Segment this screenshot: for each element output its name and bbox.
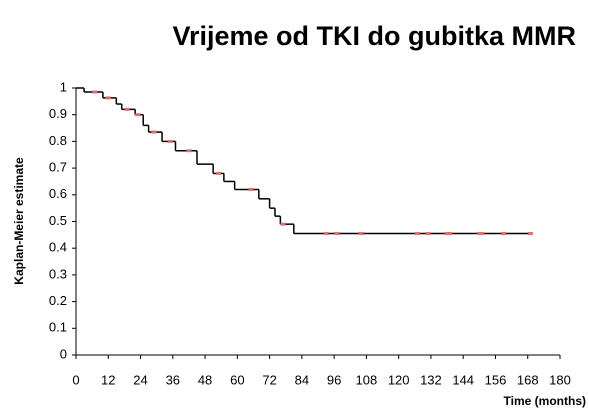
censor-mark (501, 232, 507, 236)
censor-mark (216, 171, 222, 175)
chart-title: Vrijeme od TKI do gubitka MMR (172, 21, 576, 51)
y-axis-label: Kaplan-Meier estimate (12, 157, 26, 285)
censor-mark (124, 107, 130, 111)
x-tick-label: 132 (420, 372, 442, 387)
censor-mark (248, 187, 254, 191)
y-tick-label: 0.2 (49, 293, 67, 308)
censor-mark (167, 139, 173, 143)
x-tick-label: 120 (388, 372, 410, 387)
y-tick-label: 0.7 (49, 160, 67, 175)
x-tick-label: 96 (327, 372, 341, 387)
x-tick-label: 144 (452, 372, 474, 387)
x-tick-label: 168 (517, 372, 539, 387)
y-tick-label: 0.6 (49, 186, 67, 201)
x-tick-label: 36 (166, 372, 180, 387)
x-tick-label: 108 (356, 372, 378, 387)
y-tick-label: 0.5 (49, 213, 67, 228)
y-tick-label: 0.4 (49, 240, 67, 255)
y-tick-label: 0.1 (49, 320, 67, 335)
censor-mark (527, 232, 533, 236)
censor-mark (186, 149, 192, 153)
censor-mark (414, 232, 420, 236)
x-tick-label: 156 (485, 372, 507, 387)
censor-mark (280, 222, 286, 226)
censor-mark (135, 113, 141, 117)
x-tick-label: 24 (133, 372, 147, 387)
x-axis-label: Time (months) (504, 394, 586, 408)
censor-mark (105, 96, 111, 100)
x-tick-label: 48 (198, 372, 212, 387)
x-tick-label: 60 (230, 372, 244, 387)
censor-mark (151, 130, 157, 134)
censor-mark (447, 232, 453, 236)
x-tick-label: 72 (262, 372, 276, 387)
x-tick-label: 84 (295, 372, 309, 387)
censor-mark (92, 90, 98, 94)
x-tick-label: 12 (101, 372, 115, 387)
censor-mark (444, 232, 450, 236)
censor-mark (425, 232, 431, 236)
y-tick-label: 0.9 (49, 106, 67, 121)
x-tick-label: 0 (72, 372, 79, 387)
censor-mark (323, 232, 329, 236)
y-tick-label: 0.3 (49, 266, 67, 281)
y-tick-label: 0.8 (49, 133, 67, 148)
y-tick-label: 0 (60, 346, 67, 361)
censor-mark (358, 232, 364, 236)
censor-mark (479, 232, 485, 236)
censor-mark (476, 232, 482, 236)
x-tick-label: 180 (549, 372, 571, 387)
y-tick-label: 1 (60, 79, 67, 94)
censor-mark (334, 232, 340, 236)
